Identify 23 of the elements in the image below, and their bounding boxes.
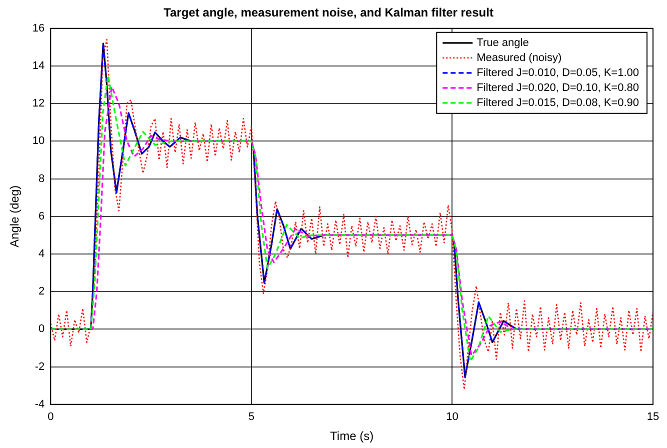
y-tick-label: 12 — [32, 98, 45, 110]
y-tick-label: 4 — [38, 248, 45, 260]
legend-label: Filtered J=0.015, D=0.08, K=0.90 — [476, 96, 639, 109]
legend-label: Measured (noisy) — [476, 52, 562, 64]
y-tick-label: 16 — [32, 22, 45, 34]
y-tick-label: 14 — [32, 60, 45, 72]
x-axis-title: Time (s) — [330, 429, 374, 444]
x-tick-label: 15 — [646, 411, 660, 424]
y-axis-title: Angle (deg) — [8, 185, 22, 248]
legend-label: Filtered J=0.020, D=0.10, K=0.80 — [476, 82, 639, 94]
legend-label: True angle — [476, 36, 529, 49]
y-tick-label: 8 — [38, 172, 45, 185]
legend-label: Filtered J=0.010, D=0.05, K=1.00 — [476, 66, 639, 79]
x-tick-label: 10 — [446, 411, 458, 424]
y-tick-label: -4 — [34, 398, 45, 410]
y-tick-label: 10 — [32, 135, 45, 148]
y-tick-label: 6 — [38, 210, 45, 222]
x-tick-label: 0 — [48, 411, 54, 424]
x-tick-label: 5 — [248, 411, 254, 424]
y-tick-label: 0 — [38, 323, 45, 336]
y-tick-label: 2 — [38, 286, 45, 298]
chart-title: Target angle, measurement noise, and Kalman filter result — [164, 6, 494, 20]
y-tick-label: -2 — [34, 360, 45, 373]
